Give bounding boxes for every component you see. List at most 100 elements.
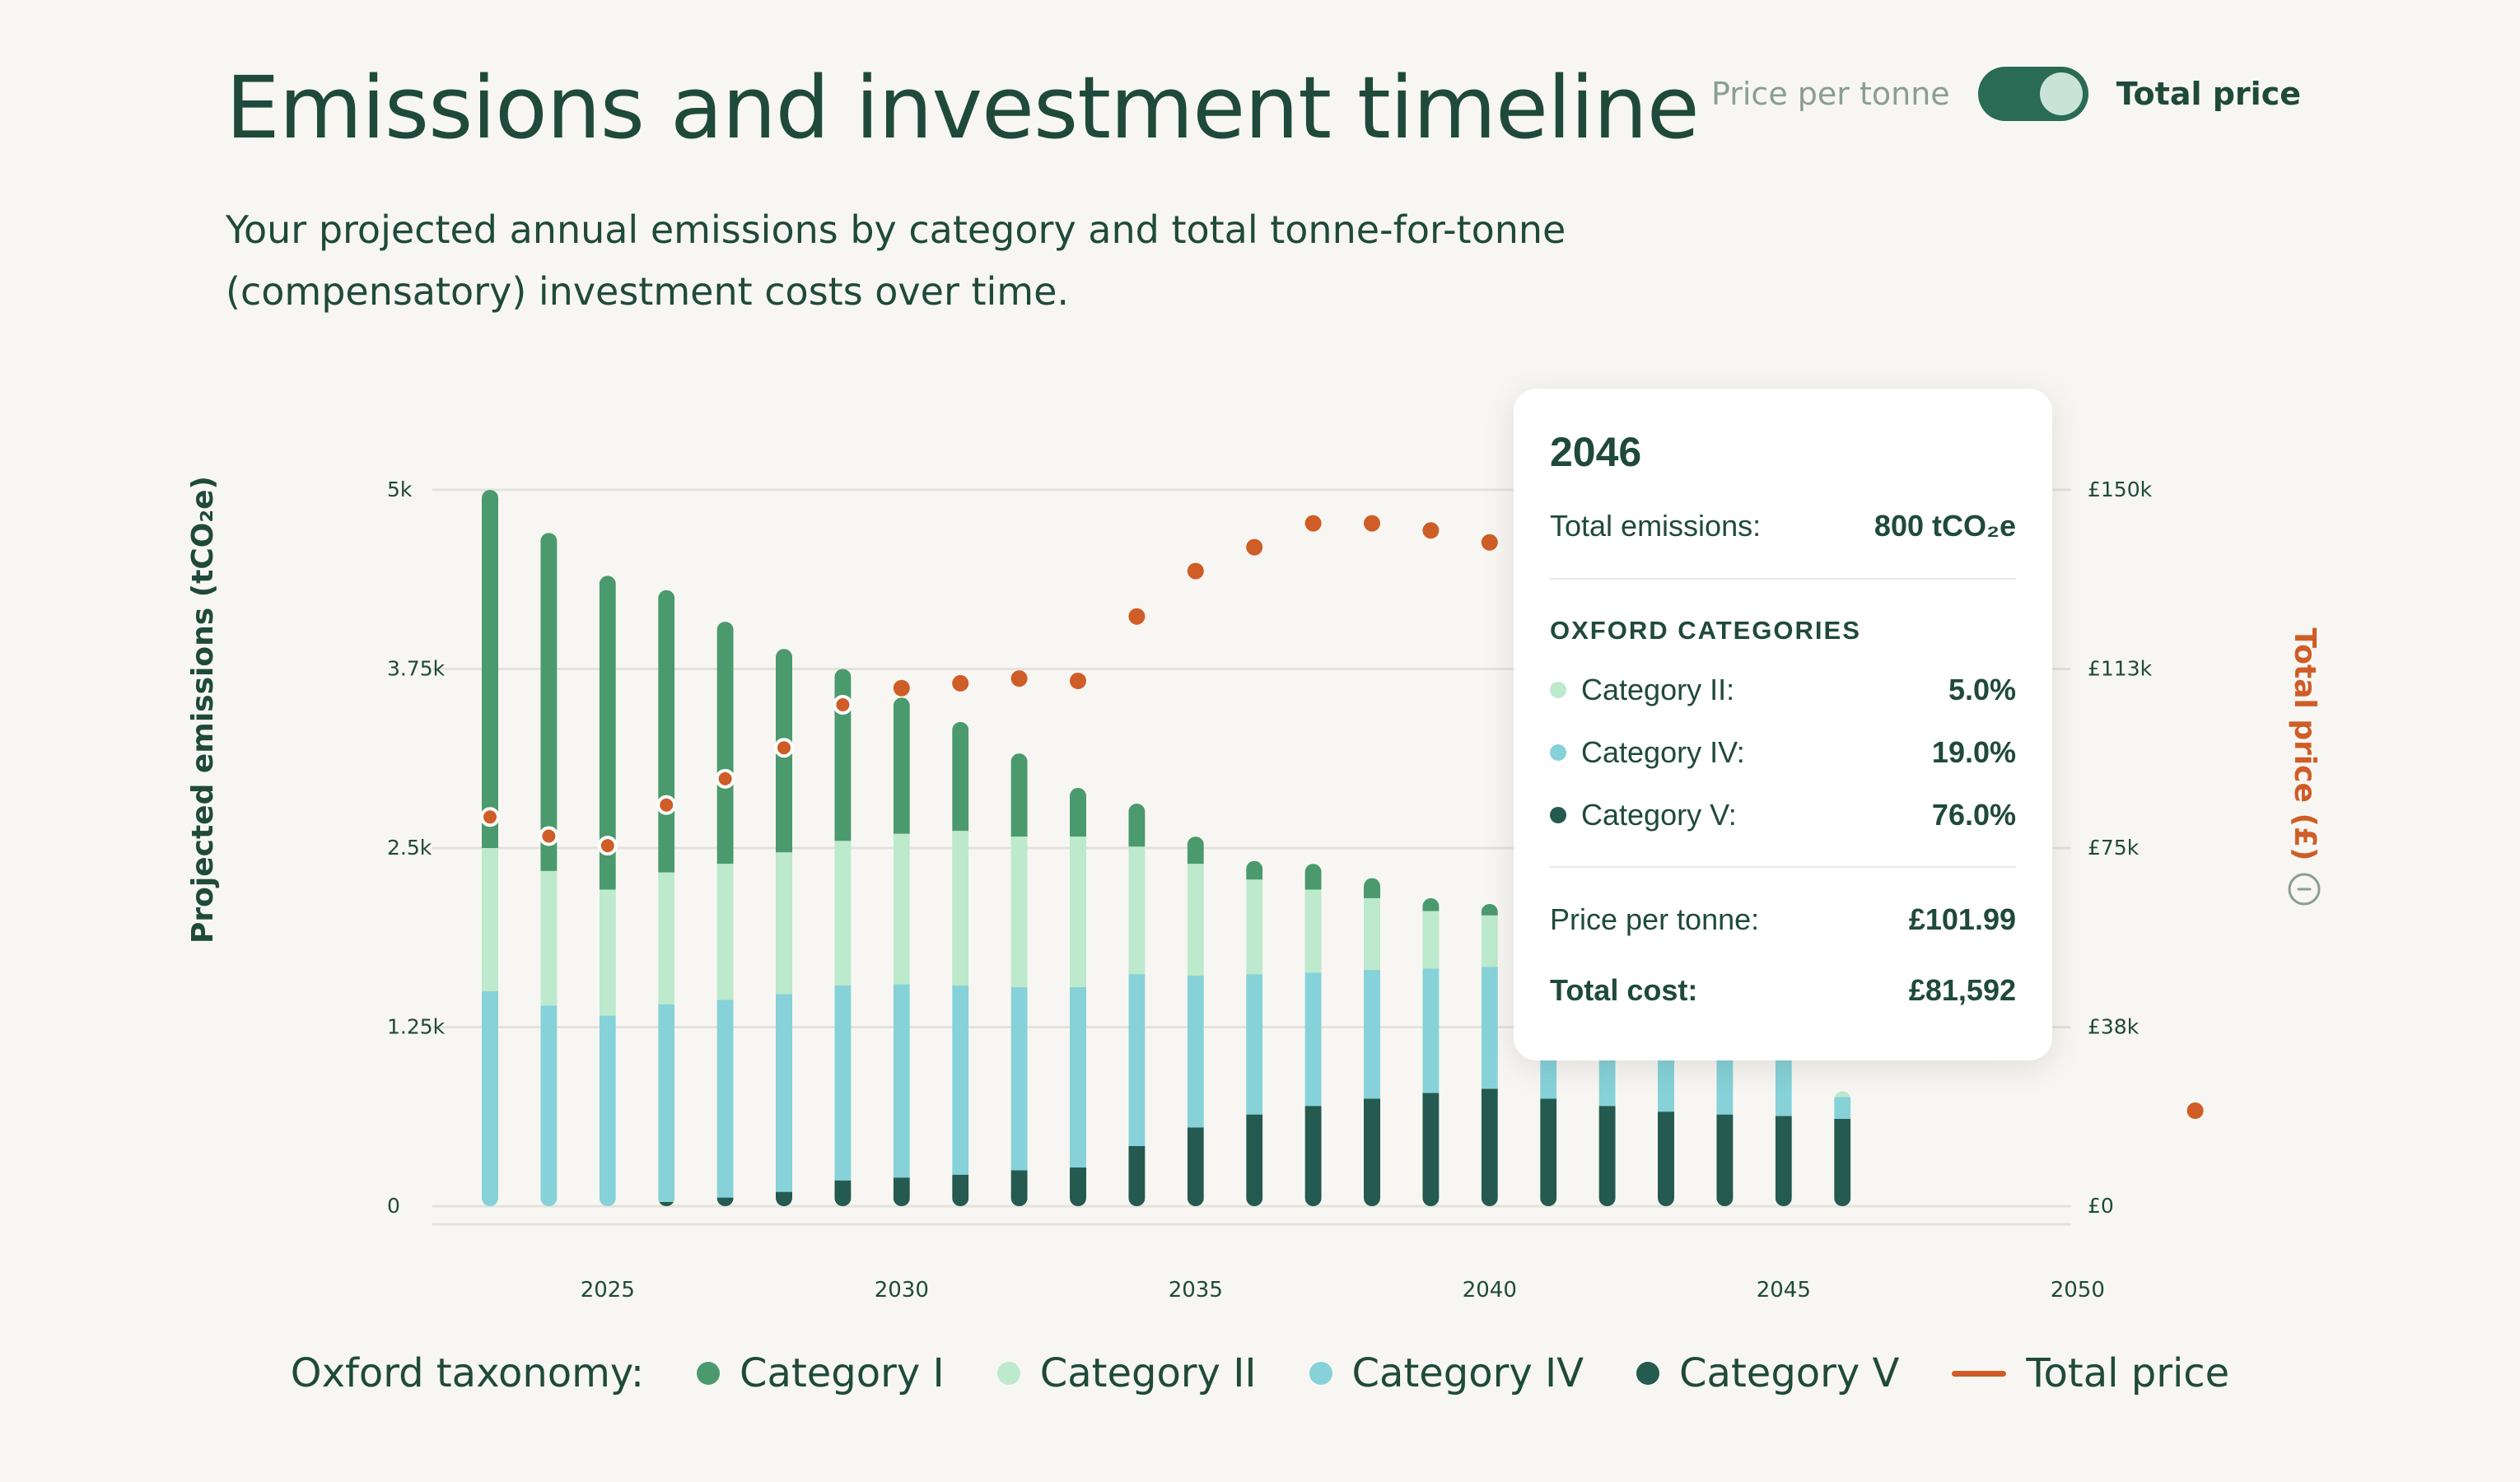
bar-segment-category-iv [1304, 972, 1322, 1107]
tooltip-categories: Category II: 5.0% Category IV: 19.0% Categor… [1550, 672, 2016, 833]
tooltip-category-label: Category IV: [1550, 735, 1745, 770]
bar-segment-category-iv [540, 1005, 558, 1206]
price-point [480, 807, 500, 827]
bar-segment-category-ii [716, 864, 734, 1000]
bar-2040[interactable] [1481, 903, 1498, 1206]
tooltip-category-row: Category II: 5.0% [1550, 672, 2016, 708]
legend-item-category-i[interactable]: Category I [697, 1350, 945, 1396]
price-per-tonne-option[interactable]: Price per tonne [1711, 76, 1950, 112]
bar-segment-category-ii [1834, 1091, 1851, 1098]
tooltip-price-per-tonne: Price per tonne: £101.99 [1550, 899, 2016, 940]
bar-segment-category-i [540, 533, 558, 871]
price-point [597, 836, 618, 856]
bar-2023[interactable] [482, 490, 498, 1206]
legend-item-label: Category V [1679, 1350, 1900, 1396]
y2-tick-label: £75k [2088, 836, 2140, 860]
price-point [893, 679, 910, 697]
x-tick-label: 2035 [1169, 1278, 1223, 1303]
total-cost-value: £81,592 [1908, 973, 2016, 1007]
legend-item-category-v[interactable]: Category V [1636, 1350, 1899, 1396]
bar-segment-category-i [1070, 787, 1086, 837]
legend-item-total-price[interactable]: Total price [1952, 1350, 2229, 1396]
bar-segment-category-i [599, 576, 616, 890]
legend-dot-icon [996, 1362, 1020, 1385]
bar-2039[interactable] [1422, 897, 1440, 1206]
x-tick-label: 2045 [1757, 1278, 1811, 1303]
bar-segment-category-v [1246, 1114, 1263, 1206]
bar-segment-category-i [1304, 864, 1322, 890]
bar-2031[interactable] [952, 721, 969, 1206]
bar-segment-category-ii [776, 852, 792, 995]
bar-segment-category-iv [716, 1000, 734, 1198]
bar-segment-category-ii [658, 872, 675, 1004]
legend-title: Oxford taxonomy: [290, 1350, 645, 1396]
bar-segment-category-ii [1304, 889, 1322, 973]
bar-segment-category-i [834, 669, 852, 841]
bar-2029[interactable] [834, 669, 852, 1207]
bar-segment-category-i [1010, 753, 1028, 837]
bar-2034[interactable] [1128, 804, 1146, 1206]
legend-item-category-ii[interactable]: Category II [996, 1350, 1257, 1396]
bar-segment-category-ii [1364, 897, 1380, 970]
bar-2037[interactable] [1304, 864, 1322, 1206]
tooltip-category-row: Category V: 76.0% [1550, 797, 2016, 833]
bar-segment-category-i [1246, 860, 1263, 880]
bar-segment-category-iv [1246, 974, 1263, 1115]
bar-2046[interactable] [1834, 1091, 1851, 1206]
info-icon[interactable] [2288, 873, 2321, 906]
bar-2030[interactable] [893, 697, 910, 1206]
bar-segment-category-i [1187, 837, 1204, 864]
y2-axis-label: Total price (£) [2288, 628, 2322, 861]
price-point [1070, 673, 1086, 689]
legend-item-label: Category IV [1351, 1350, 1584, 1396]
bar-2032[interactable] [1010, 753, 1028, 1206]
bar-segment-category-iv [1070, 986, 1086, 1168]
price-point [1481, 534, 1498, 551]
price-per-tonne-value: £101.99 [1908, 902, 2016, 936]
bar-2028[interactable] [776, 649, 792, 1206]
legend-item-category-iv[interactable]: Category IV [1309, 1350, 1584, 1396]
x-tick-label: 2040 [1463, 1278, 1517, 1303]
bar-segment-category-v [1834, 1118, 1851, 1206]
price-mode-switch[interactable] [1977, 67, 2088, 121]
bar-segment-category-i [893, 697, 910, 834]
y2-axis-ticks: £0 £38k £75k £113k £150k [2088, 478, 2153, 1218]
price-point [2186, 1102, 2204, 1119]
price-point [656, 795, 677, 815]
oxford-categories-heading: OXFORD CATEGORIES [1550, 616, 1861, 645]
tooltip-year: 2046 [1550, 429, 1642, 475]
tooltip-category-value: 76.0% [1931, 798, 2016, 832]
bar-2036[interactable] [1246, 860, 1263, 1206]
x-axis-ticks: 2025 2030 2035 2040 2045 2050 [581, 1278, 2105, 1303]
category-dot-icon [1550, 807, 1566, 823]
price-point [715, 768, 735, 789]
page-subtitle: Your projected annual emissions by categ… [226, 207, 1566, 314]
tooltip-category-value: 19.0% [1931, 735, 2016, 769]
price-point [774, 738, 794, 758]
total-price-option[interactable]: Total price [2116, 76, 2301, 112]
bar-2038[interactable] [1364, 878, 1380, 1206]
bar-2024[interactable] [540, 533, 558, 1206]
bar-segment-category-i [482, 490, 498, 848]
bar-2025[interactable] [599, 576, 616, 1206]
switch-knob [2039, 72, 2083, 115]
bar-segment-category-v [1716, 1114, 1734, 1206]
bar-segment-category-v [716, 1197, 734, 1206]
bar-segment-category-iv [1364, 969, 1380, 1099]
x-tick-label: 2025 [581, 1278, 635, 1303]
total-cost-label: Total cost: [1550, 973, 1698, 1007]
price-point [1304, 515, 1322, 532]
bar-segment-category-v [893, 1177, 910, 1206]
legend-dot-icon [1636, 1362, 1660, 1385]
bar-2026[interactable] [658, 590, 675, 1206]
bar-2033[interactable] [1070, 787, 1086, 1206]
year-tooltip: 2046 Total emissions: 800 tCO₂e OXFORD C… [1514, 389, 2052, 1060]
tooltip-category-label: Category V: [1550, 798, 1737, 832]
bar-2035[interactable] [1187, 837, 1204, 1206]
bar-segment-category-v [952, 1174, 969, 1206]
bar-segment-category-v [1187, 1127, 1204, 1206]
price-point [1187, 562, 1204, 580]
bar-2027[interactable] [716, 622, 734, 1206]
x-tick-label: 2050 [2051, 1278, 2105, 1303]
bar-segment-category-v [1304, 1106, 1322, 1206]
